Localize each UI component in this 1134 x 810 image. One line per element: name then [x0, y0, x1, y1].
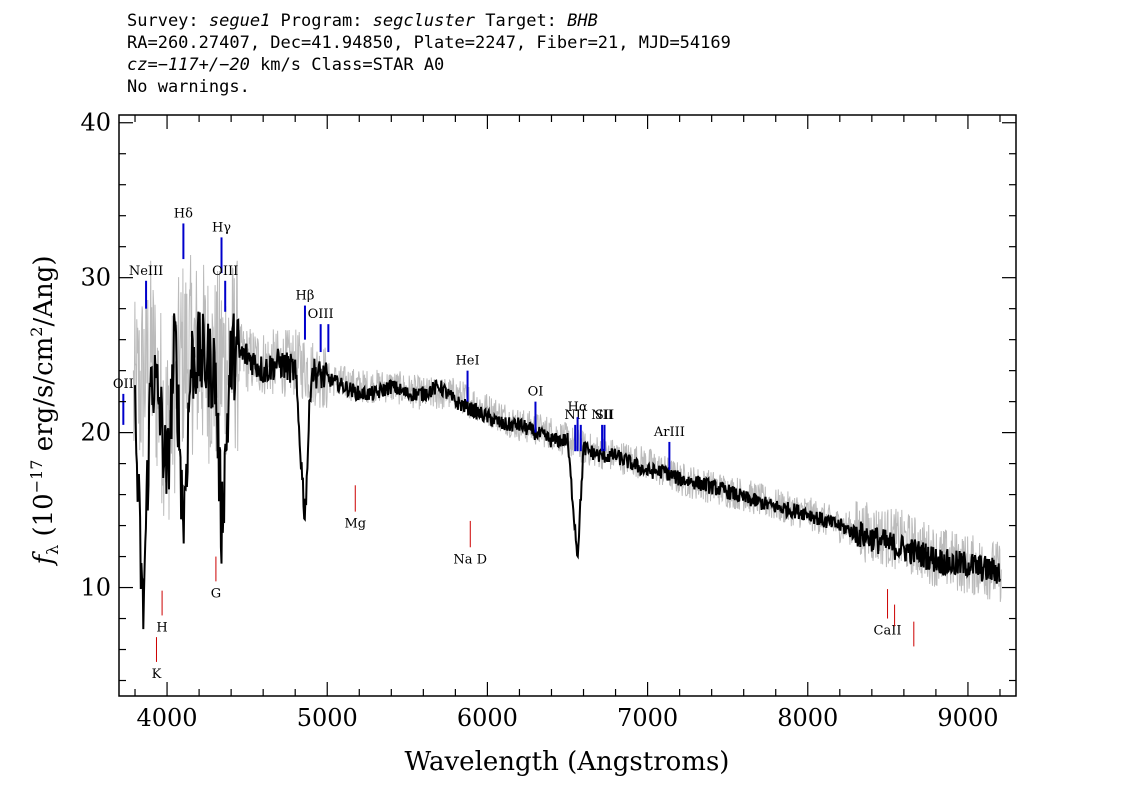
emission-line-label: OIII — [308, 307, 334, 322]
x-tick-label: 9000 — [937, 704, 998, 732]
line-markers: NeIIIHδHγOIIIHβOIIIHeIOINIIHαNIISIIArIII… — [113, 206, 915, 682]
header-line-survey: Survey: segue1 Program: segcluster Targe… — [127, 11, 598, 31]
plot-frame — [118, 114, 1017, 697]
absorption-line-label: Na D — [453, 552, 487, 567]
emission-line-label: SII — [595, 408, 614, 423]
x-tick-label: 7000 — [617, 704, 678, 732]
x-tick-label: 6000 — [457, 704, 518, 732]
emission-line-label: Hδ — [174, 206, 193, 221]
x-tick-label: 8000 — [777, 704, 838, 732]
plot-header: Survey: segue1 Program: segcluster Targe… — [127, 10, 731, 98]
axis-ticks: 4000 5000 6000 7000 8000 9000 10 20 30 40 — [80, 109, 1016, 732]
y-tick-label: 30 — [80, 264, 111, 292]
absorption-line-label: G — [211, 586, 221, 601]
emission-line-label: Hγ — [212, 220, 231, 235]
emission-line-label: NII — [564, 408, 586, 423]
emission-line-label: OI — [528, 385, 544, 400]
header-line-coordinates: RA=260.27407, Dec=41.94850, Plate=2247, … — [127, 33, 731, 53]
emission-line-label: NII — [591, 408, 613, 423]
emission-line-label: ArIII — [653, 425, 685, 440]
x-tick-label: 4000 — [137, 704, 198, 732]
emission-line-label: HeI — [455, 354, 479, 369]
spectrum-series — [134, 311, 1001, 630]
emission-line-label: OIII — [212, 264, 238, 279]
x-tick-label: 5000 — [297, 704, 358, 732]
spectrum-line — [134, 311, 1001, 630]
y-tick-label: 10 — [80, 574, 111, 602]
emission-line-label: Hα — [568, 400, 588, 415]
absorption-line-label: CaII — [874, 624, 902, 639]
emission-line-label: OII — [113, 377, 134, 392]
emission-line-label: Hβ — [296, 289, 315, 304]
emission-line-label: NeIII — [129, 264, 163, 279]
header-line-redshift: cz=−117+/−20 km/s Class=STAR A0 — [127, 55, 445, 75]
y-tick-label: 40 — [80, 109, 111, 137]
header-line-warnings: No warnings. — [127, 77, 250, 97]
x-axis-label: Wavelength (Angstroms) — [405, 747, 730, 777]
absorption-line-label: K — [152, 667, 162, 682]
y-tick-label: 20 — [80, 419, 111, 447]
absorption-line-label: Mg — [344, 517, 366, 532]
absorption-line-label: H — [156, 620, 167, 635]
y-axis-label: fλ (10−17 erg/s/cm2/Ang) — [27, 255, 62, 566]
